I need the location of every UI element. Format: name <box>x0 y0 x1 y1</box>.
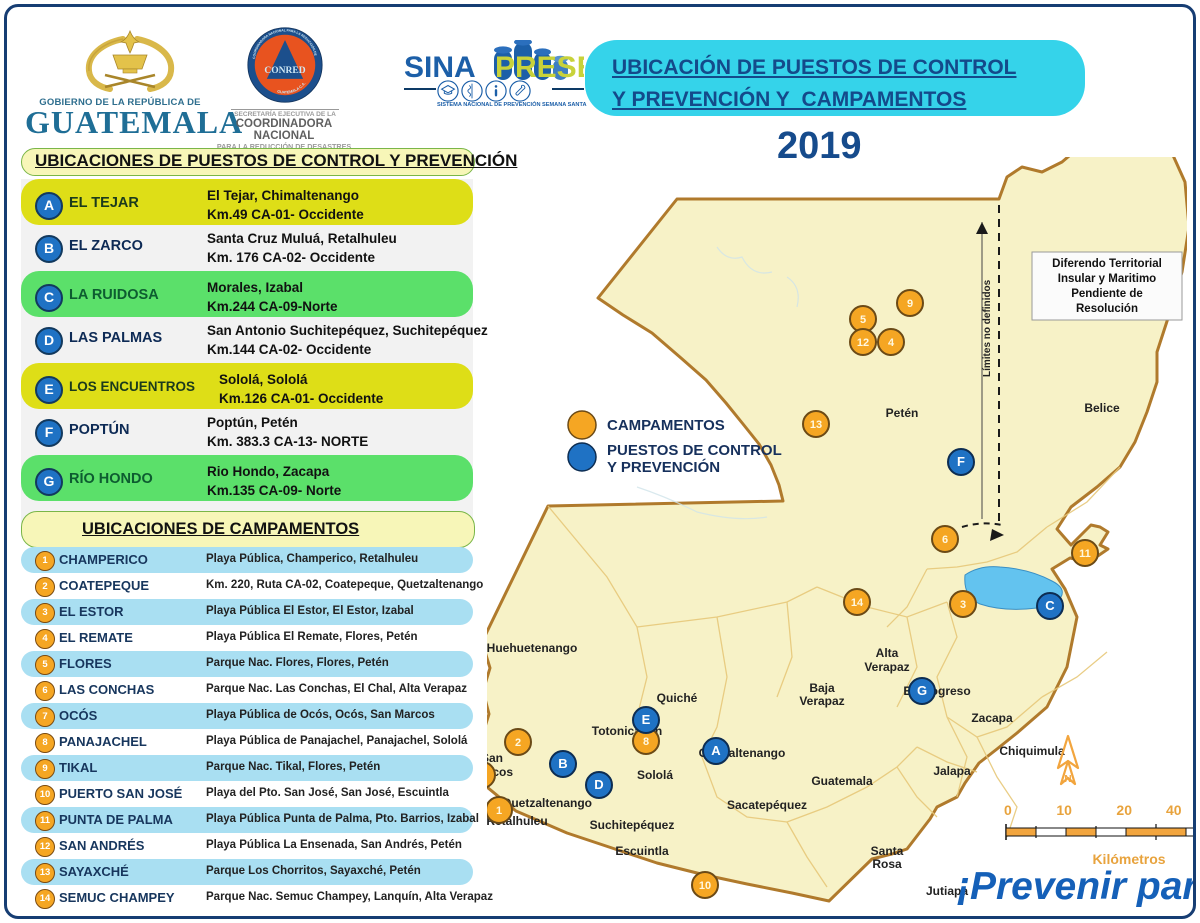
svg-text:6: 6 <box>942 534 948 546</box>
svg-text:Suchitepéquez: Suchitepéquez <box>590 818 675 832</box>
svg-text:Resolución: Resolución <box>1076 303 1138 315</box>
svg-text:Escuintla: Escuintla <box>615 844 669 858</box>
svg-text:Insular y Maritimo: Insular y Maritimo <box>1058 273 1156 285</box>
svg-text:Rosa: Rosa <box>872 857 902 871</box>
svg-text:1: 1 <box>496 805 502 817</box>
svg-text:Guatemala: Guatemala <box>811 774 873 788</box>
svg-text:9: 9 <box>907 298 913 310</box>
svg-text:Belice: Belice <box>1084 401 1120 415</box>
svg-text:D: D <box>594 777 603 792</box>
svg-text:Diferendo Territorial: Diferendo Territorial <box>1052 258 1162 270</box>
svg-text:2: 2 <box>515 737 521 749</box>
svg-text:Petén: Petén <box>886 406 919 420</box>
svg-text:A: A <box>711 743 721 758</box>
svg-text:Quiché: Quiché <box>657 691 698 705</box>
svg-text:San: San <box>487 751 503 765</box>
svg-text:CAMPAMENTOS: CAMPAMENTOS <box>607 417 725 434</box>
svg-text:Y PREVENCIÓN: Y PREVENCIÓN <box>607 458 720 476</box>
svg-text:E: E <box>642 712 651 727</box>
svg-text:Baja: Baja <box>809 681 835 695</box>
svg-text:Quetzaltenango: Quetzaltenango <box>502 796 592 810</box>
svg-text:Santa: Santa <box>871 844 904 858</box>
svg-text:4: 4 <box>888 337 895 349</box>
svg-text:Verapaz: Verapaz <box>799 694 844 708</box>
svg-text:11: 11 <box>1079 548 1091 560</box>
svg-text:13: 13 <box>810 419 822 431</box>
svg-text:B: B <box>558 756 567 771</box>
svg-text:G: G <box>917 683 927 698</box>
svg-text:PUESTOS DE CONTROL: PUESTOS DE CONTROL <box>607 442 782 459</box>
svg-text:Zacapa: Zacapa <box>971 711 1013 725</box>
svg-text:14: 14 <box>851 597 864 609</box>
svg-text:C: C <box>1045 598 1055 613</box>
svg-text:Pendiente de: Pendiente de <box>1071 288 1143 300</box>
svg-text:Sacatepéquez: Sacatepéquez <box>727 798 807 812</box>
svg-text:Límites no definidos: Límites no definidos <box>982 279 993 377</box>
svg-text:12: 12 <box>857 337 869 349</box>
svg-text:Sololá: Sololá <box>637 768 673 782</box>
svg-text:Huehuetenango: Huehuetenango <box>487 641 577 655</box>
svg-text:F: F <box>957 454 965 469</box>
svg-text:8: 8 <box>643 736 649 748</box>
svg-text:3: 3 <box>960 599 966 611</box>
svg-text:10: 10 <box>699 880 711 892</box>
svg-text:CONRED: CONRED <box>264 66 305 76</box>
svg-text:Jalapa: Jalapa <box>933 764 971 778</box>
svg-text:5: 5 <box>860 314 866 326</box>
svg-text:N: N <box>1064 774 1071 785</box>
svg-text:Verapaz: Verapaz <box>864 660 909 674</box>
svg-text:Alta: Alta <box>876 646 899 660</box>
